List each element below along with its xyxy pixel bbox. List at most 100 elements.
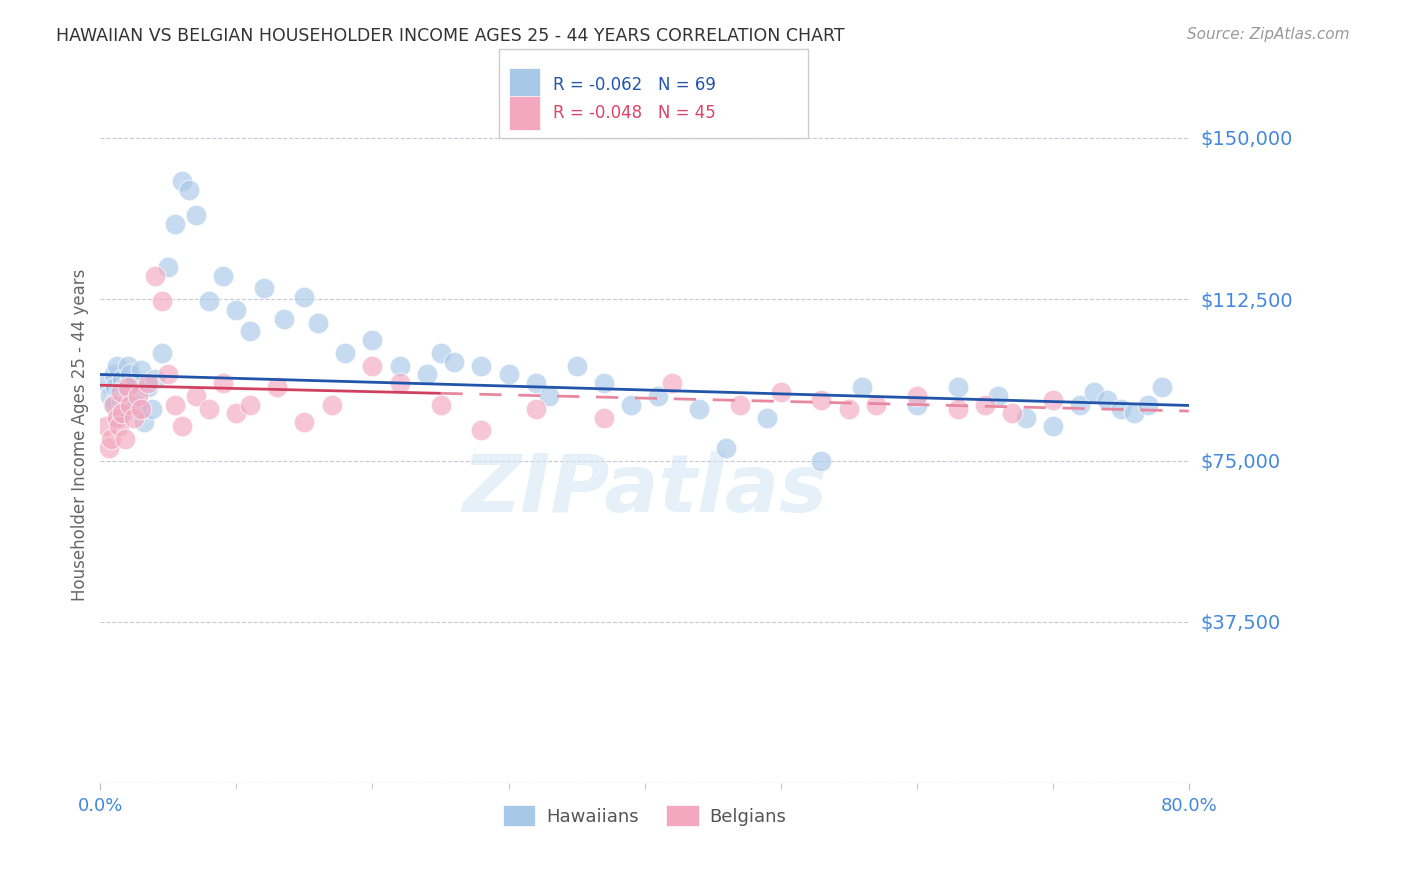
Point [905, 398, 928, 412]
Point [165, 217, 187, 231]
Point [150, 294, 173, 309]
Text: HAWAIIAN VS BELGIAN HOUSEHOLDER INCOME AGES 25 - 44 YEARS CORRELATION CHART: HAWAIIAN VS BELGIAN HOUSEHOLDER INCOME A… [56, 27, 845, 45]
Point [103, 368, 125, 382]
Point [110, 393, 132, 408]
Point [136, 376, 159, 390]
Point [211, 376, 233, 390]
Point [1137, 398, 1160, 412]
Point [524, 401, 547, 416]
Point [443, 354, 465, 368]
Point [124, 376, 146, 390]
Point [143, 268, 166, 283]
Point [198, 401, 221, 416]
Point [184, 208, 207, 222]
Point [266, 380, 288, 394]
Point [97, 441, 120, 455]
Point [121, 389, 143, 403]
Point [946, 380, 969, 394]
Point [307, 316, 329, 330]
Point [769, 384, 792, 399]
Point [416, 368, 439, 382]
Point [170, 419, 193, 434]
Point [1042, 393, 1064, 408]
Point [165, 398, 187, 412]
Point [1083, 384, 1105, 399]
Point [112, 406, 135, 420]
Point [1123, 406, 1146, 420]
Point [211, 268, 233, 283]
Point [1095, 393, 1118, 408]
Point [114, 380, 136, 394]
Point [294, 415, 316, 429]
Point [429, 346, 451, 360]
Point [117, 380, 139, 394]
Point [98, 389, 121, 403]
Point [429, 398, 451, 412]
Point [321, 398, 343, 412]
Point [1109, 401, 1132, 416]
Text: R = -0.048   N = 45: R = -0.048 N = 45 [553, 104, 716, 122]
Point [127, 389, 149, 403]
Point [157, 260, 180, 274]
Point [470, 359, 492, 373]
Point [108, 419, 131, 434]
Point [1014, 410, 1036, 425]
Point [361, 333, 384, 347]
Point [1069, 398, 1091, 412]
Point [118, 384, 141, 399]
Point [101, 398, 124, 412]
Point [810, 393, 832, 408]
Point [225, 303, 247, 318]
Point [124, 410, 146, 425]
Point [498, 368, 520, 382]
Point [388, 376, 411, 390]
Point [103, 398, 125, 412]
Point [170, 174, 193, 188]
Point [96, 376, 118, 390]
Point [865, 398, 887, 412]
Point [110, 384, 132, 399]
Point [388, 359, 411, 373]
Point [100, 432, 122, 446]
Point [592, 410, 614, 425]
Point [114, 432, 136, 446]
Point [524, 376, 547, 390]
Point [538, 389, 561, 403]
Point [470, 424, 492, 438]
Point [688, 401, 710, 416]
Point [107, 410, 129, 425]
Point [94, 419, 117, 434]
Point [239, 398, 262, 412]
Text: Source: ZipAtlas.com: Source: ZipAtlas.com [1187, 27, 1350, 42]
Point [1001, 406, 1024, 420]
Point [129, 363, 152, 377]
Point [141, 401, 163, 416]
Point [150, 346, 173, 360]
Point [838, 401, 860, 416]
Point [136, 380, 159, 394]
Point [592, 376, 614, 390]
Point [111, 406, 134, 420]
Point [253, 281, 276, 295]
Point [973, 398, 995, 412]
Point [273, 311, 295, 326]
Point [104, 380, 127, 394]
Point [661, 376, 683, 390]
Point [565, 359, 588, 373]
Point [946, 401, 969, 416]
Point [198, 294, 221, 309]
Point [132, 415, 155, 429]
Point [810, 453, 832, 467]
Point [120, 368, 142, 382]
Point [361, 359, 384, 373]
Text: ZIPatlas: ZIPatlas [463, 451, 827, 530]
Point [108, 384, 131, 399]
Point [239, 325, 262, 339]
Point [756, 410, 779, 425]
Point [111, 372, 134, 386]
Point [115, 398, 138, 412]
Point [728, 398, 751, 412]
Point [120, 398, 142, 412]
Point [1042, 419, 1064, 434]
Legend: Hawaiians, Belgians: Hawaiians, Belgians [496, 798, 793, 833]
